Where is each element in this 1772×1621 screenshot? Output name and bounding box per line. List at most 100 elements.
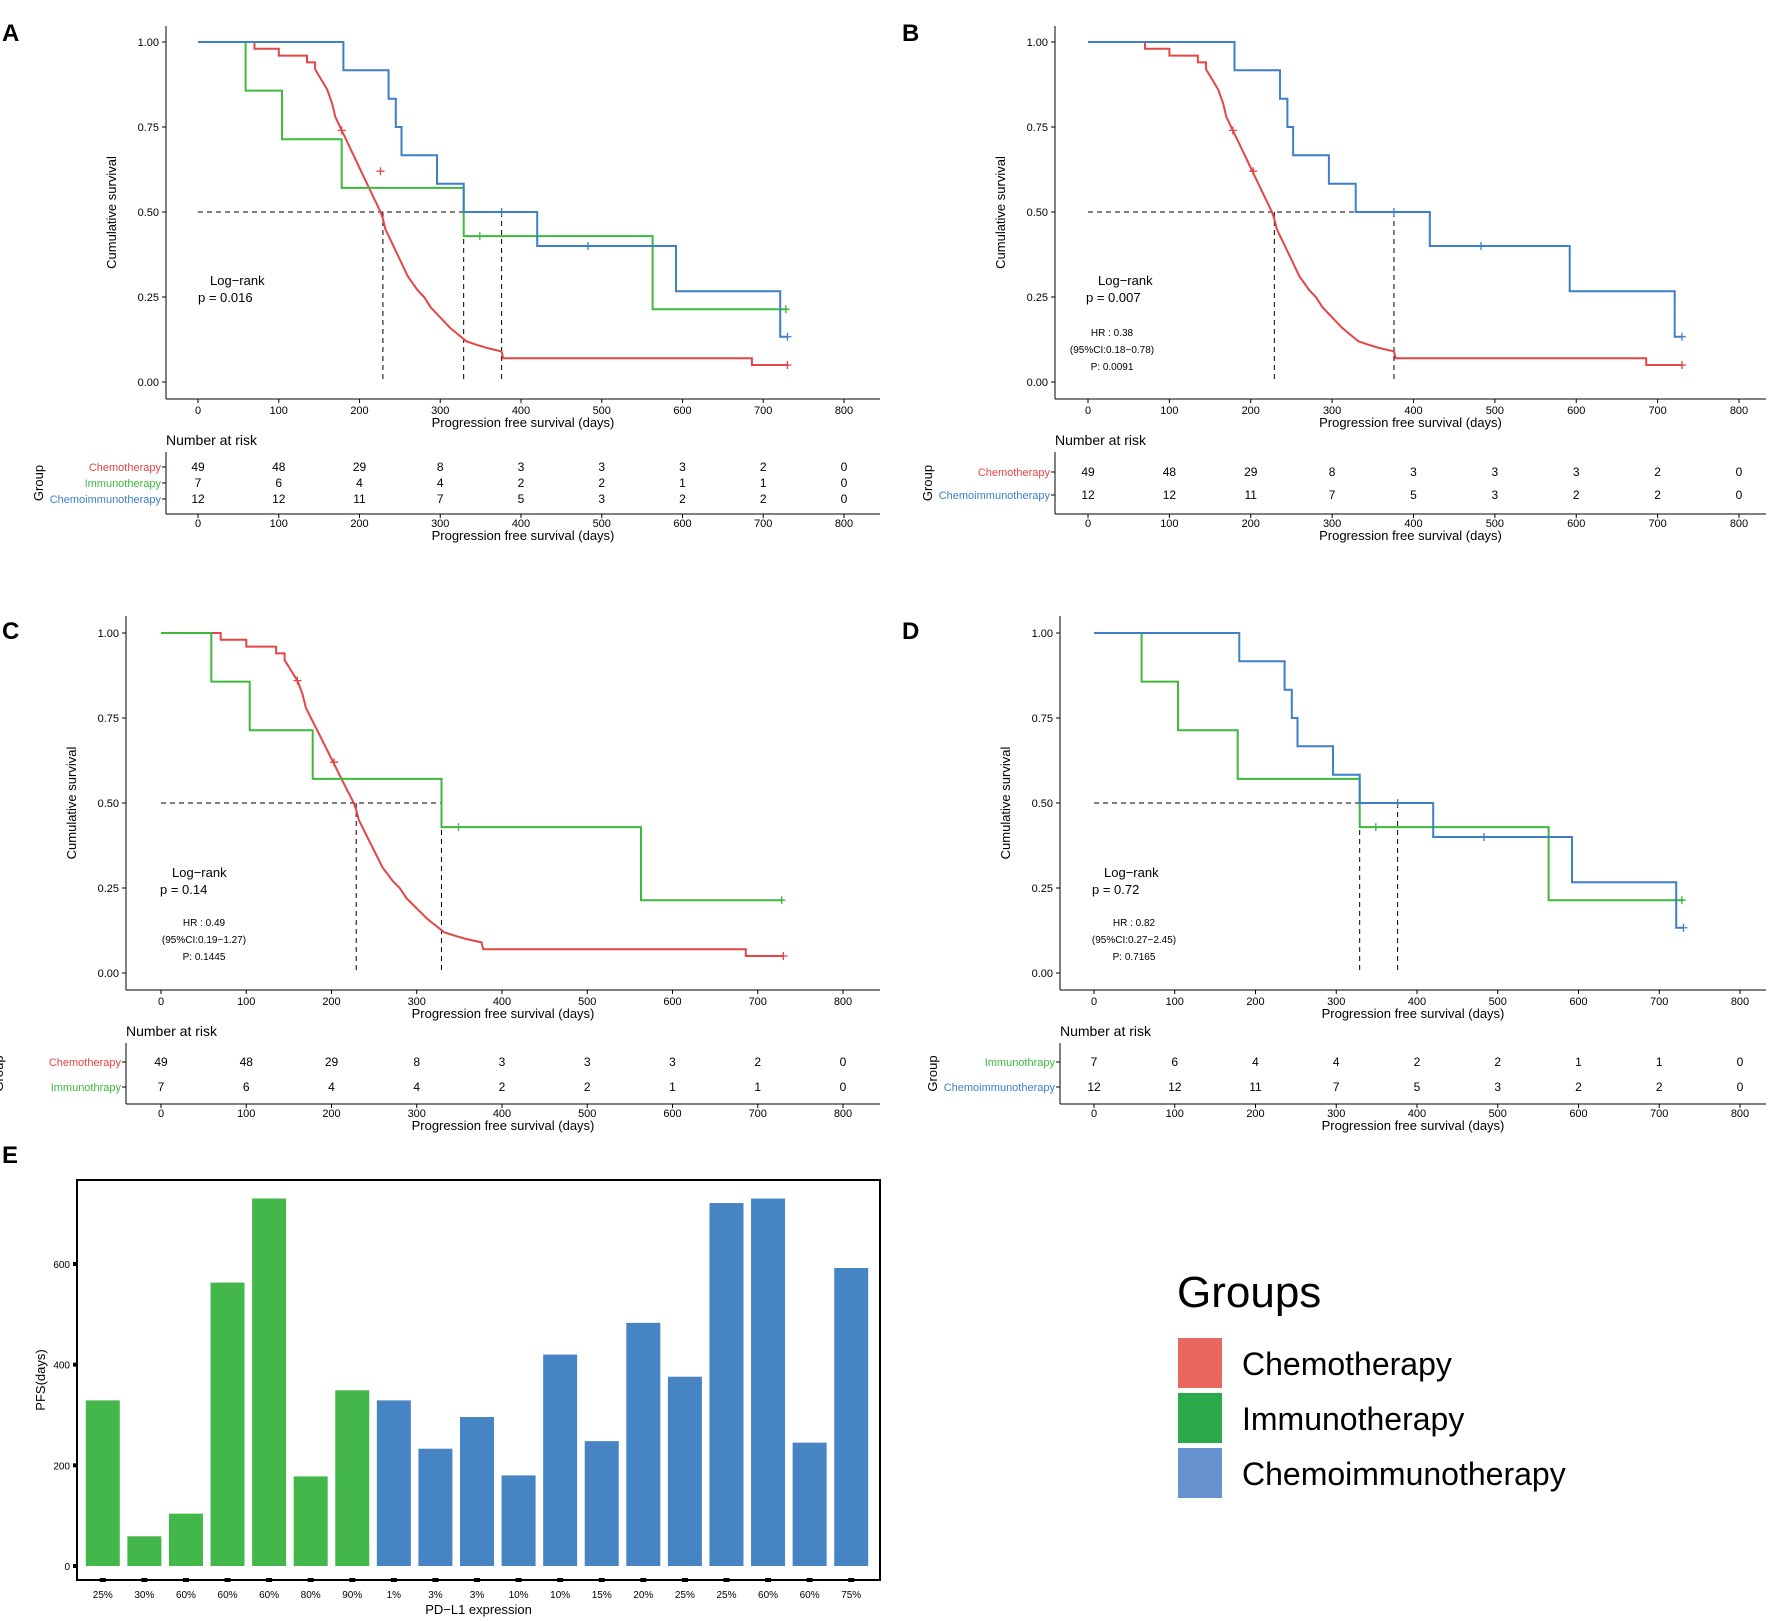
x-tick-label: 500 — [593, 405, 611, 417]
x-tick-label: 700 — [749, 996, 767, 1008]
x-tick-label: 100 — [237, 996, 255, 1008]
risk-x-tick-label: 200 — [350, 518, 368, 530]
pfs-bar — [543, 1354, 578, 1566]
censor-mark — [783, 332, 792, 341]
censor-mark — [376, 167, 385, 176]
risk-x-tick-label: 300 — [1323, 518, 1341, 530]
pfs-bar — [460, 1416, 494, 1566]
risk-count: 1 — [754, 1080, 761, 1094]
x-tick-label: 100 — [1166, 996, 1184, 1008]
bar-x-tick-mark — [307, 1578, 314, 1582]
bar-x-tick-mark — [390, 1578, 397, 1582]
legend: Groups Chemotherapy Immunotherapy Chemoimmu… — [1177, 1268, 1566, 1498]
y-tick-label: 1.00 — [1032, 628, 1053, 640]
risk-x-tick-label: 800 — [1731, 1108, 1749, 1120]
hazard-ratio-line: HR : 0.49 — [183, 918, 226, 929]
risk-group-label: Immunotherapy — [85, 478, 162, 490]
risk-x-tick-label: 500 — [1489, 1108, 1507, 1120]
risk-x-tick-label: 300 — [408, 1108, 426, 1120]
bar-x-tick-mark — [557, 1578, 564, 1582]
risk-count: 49 — [1081, 465, 1095, 479]
risk-count: 12 — [272, 492, 286, 506]
bar-x-tick-label: 10% — [550, 1590, 570, 1601]
pfs-bar — [751, 1198, 786, 1566]
risk-x-tick-label: 200 — [1242, 518, 1260, 530]
hazard-ratio-line: P: 0.1445 — [183, 952, 226, 963]
bar-x-tick-mark — [474, 1578, 480, 1582]
censor-mark — [779, 952, 788, 960]
risk-count: 12 — [1163, 488, 1177, 502]
risk-x-tick-label: 400 — [512, 518, 530, 530]
risk-x-tick-label: 0 — [1091, 1108, 1097, 1120]
risk-count: 7 — [437, 492, 444, 506]
risk-count: 48 — [240, 1055, 254, 1069]
risk-count: 2 — [499, 1080, 506, 1094]
pfs-bar — [584, 1441, 619, 1566]
x-tick-label: 300 — [1323, 405, 1341, 417]
risk-count: 3 — [518, 460, 525, 474]
risk-count: 2 — [760, 492, 767, 506]
y-tick-label: 0.00 — [138, 377, 159, 389]
pfs-bar — [335, 1390, 370, 1566]
legend-swatch — [1178, 1448, 1222, 1498]
risk-x-tick-label: 600 — [663, 1108, 681, 1120]
censor-mark — [1677, 896, 1686, 905]
risk-count: 2 — [754, 1055, 761, 1069]
x-tick-label: 400 — [1404, 405, 1422, 417]
km-panel-d: D0.000.250.500.751.000 100 200 300 400 500 600… — [902, 616, 1766, 1133]
x-tick-label: 400 — [1408, 996, 1426, 1008]
risk-count: 4 — [1333, 1055, 1340, 1069]
risk-x-axis-label: Progression free survival (days) — [432, 528, 615, 543]
risk-count: 3 — [1494, 1080, 1501, 1094]
x-axis-label: Progression free survival (days) — [412, 1006, 595, 1021]
risk-count: 4 — [1252, 1055, 1259, 1069]
panel-letter: D — [902, 618, 919, 645]
censor-mark — [781, 305, 790, 314]
x-tick-label: 700 — [1648, 405, 1666, 417]
risk-count: 7 — [1329, 488, 1336, 502]
panel-letter: B — [902, 20, 919, 47]
panel-letter: E — [2, 1142, 18, 1169]
risk-count: 7 — [158, 1080, 165, 1094]
risk-count: 6 — [275, 476, 282, 490]
x-tick-label: 100 — [270, 405, 288, 417]
number-at-risk-title: Number at risk — [126, 1023, 218, 1039]
risk-count: 8 — [437, 460, 444, 474]
risk-count: 11 — [1249, 1080, 1262, 1094]
x-tick-label: 800 — [835, 405, 853, 417]
km-curve-chemotherapy — [1088, 41, 1682, 366]
y-tick-label: 1.00 — [1027, 37, 1048, 49]
risk-count: 1 — [669, 1080, 676, 1094]
bar-y-tick-mark — [73, 1362, 77, 1367]
risk-x-tick-label: 700 — [749, 1108, 767, 1120]
risk-count: 7 — [1333, 1080, 1340, 1094]
p-value: p = 0.016 — [198, 290, 253, 305]
risk-count: 0 — [841, 460, 848, 474]
risk-count: 49 — [154, 1055, 168, 1069]
risk-x-tick-label: 500 — [578, 1108, 596, 1120]
risk-x-tick-label: 0 — [195, 518, 201, 530]
bar-x-tick-label: 60% — [176, 1590, 196, 1601]
bar-x-tick-mark — [141, 1578, 148, 1582]
risk-count: 2 — [1575, 1080, 1582, 1094]
hazard-ratio-line: (95%CI:0.27−2.45) — [1092, 935, 1176, 946]
risk-count: 2 — [1573, 488, 1580, 502]
y-axis-label: Cumulative survival — [64, 747, 79, 860]
risk-x-tick-label: 0 — [158, 1108, 164, 1120]
number-at-risk-title: Number at risk — [1055, 432, 1147, 448]
p-value: p = 0.007 — [1086, 290, 1141, 305]
risk-count: 3 — [1492, 488, 1499, 502]
risk-count: 6 — [243, 1080, 250, 1094]
y-axis-label: Cumulative survival — [104, 156, 119, 269]
censor-mark — [1249, 167, 1258, 176]
bar-x-tick-mark — [765, 1578, 772, 1582]
risk-x-tick-label: 400 — [1408, 1108, 1426, 1120]
risk-count: 3 — [1410, 465, 1417, 479]
km-panel-c: C0.000.250.500.751.000 100 200 300 400 500 600… — [0, 616, 880, 1133]
bar-x-tick-label: 25% — [93, 1590, 113, 1601]
km-curve-immunotherapy — [161, 632, 784, 902]
risk-group-label: Immunothrapy — [51, 1082, 122, 1094]
y-tick-label: 0.50 — [1027, 207, 1048, 219]
risk-count: 3 — [598, 492, 605, 506]
x-tick-label: 600 — [1569, 996, 1587, 1008]
